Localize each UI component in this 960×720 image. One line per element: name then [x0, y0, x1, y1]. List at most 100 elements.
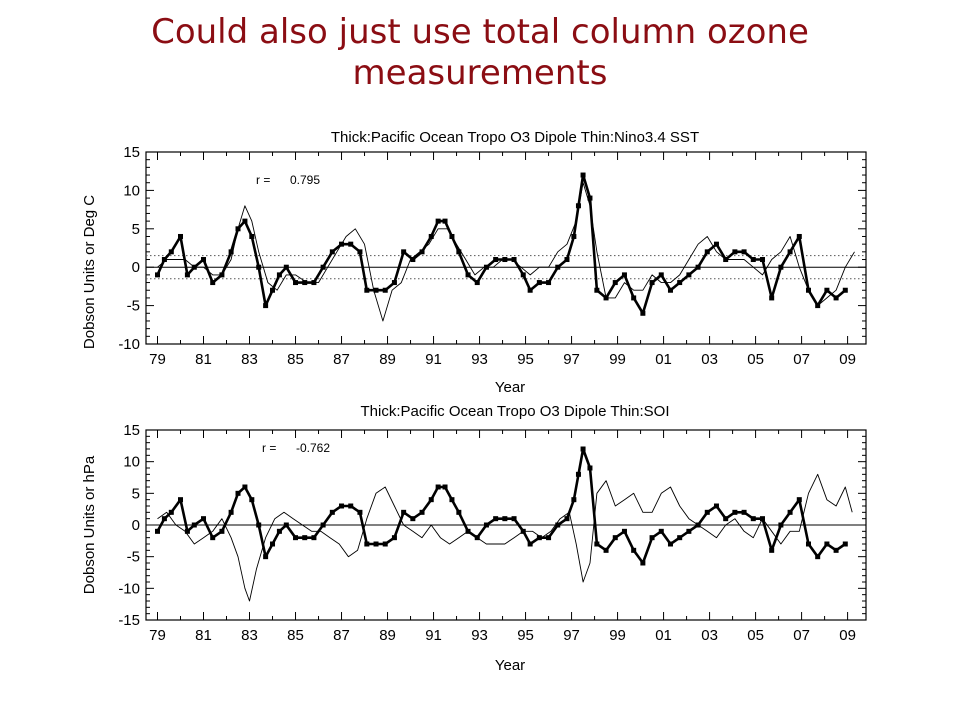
- slide-title: Could also just use total column ozone m…: [0, 12, 960, 94]
- data-point: [815, 554, 821, 560]
- data-point: [575, 203, 581, 209]
- data-point: [546, 535, 552, 541]
- y-tick-label: 15: [123, 144, 140, 161]
- y-tick-label: 5: [132, 221, 140, 238]
- data-point: [713, 503, 719, 509]
- data-point: [302, 280, 308, 286]
- data-point: [555, 522, 561, 528]
- data-point: [649, 280, 655, 286]
- x-tick-label: 09: [839, 627, 856, 644]
- data-point: [667, 287, 673, 293]
- data-point: [219, 272, 225, 278]
- x-tick-label: 97: [563, 627, 580, 644]
- chart-o3-vs-soi: Thick:Pacific Ocean Tropo O3 Dipole Thin…: [81, 403, 867, 674]
- data-point: [493, 516, 499, 522]
- data-point: [750, 257, 756, 263]
- data-point: [428, 233, 434, 239]
- data-point: [502, 516, 508, 522]
- plot-frame: [145, 151, 867, 345]
- x-tick-label: 07: [793, 351, 810, 368]
- series-line-o3-dipole: [156, 173, 847, 315]
- data-point: [235, 226, 241, 232]
- data-point: [235, 490, 241, 496]
- x-tick-label: 83: [241, 627, 258, 644]
- x-tick-label: 93: [471, 351, 488, 368]
- data-point: [465, 272, 471, 278]
- x-tick-label: 81: [195, 627, 212, 644]
- data-point: [759, 257, 765, 263]
- data-point: [293, 535, 299, 541]
- data-point: [228, 249, 234, 255]
- data-point: [640, 310, 646, 316]
- data-point: [242, 218, 248, 224]
- data-point: [210, 535, 216, 541]
- data-point: [178, 233, 184, 239]
- data-point: [219, 528, 225, 534]
- data-point: [184, 272, 190, 278]
- data-point: [428, 497, 434, 503]
- data-point: [796, 233, 802, 239]
- data-point: [686, 272, 692, 278]
- data-point: [161, 257, 167, 263]
- data-point: [741, 249, 747, 255]
- data-point: [283, 522, 289, 528]
- data-point: [686, 528, 692, 534]
- data-point: [348, 241, 354, 247]
- data-point: [483, 264, 489, 270]
- x-tick-label: 01: [655, 627, 672, 644]
- data-point: [320, 264, 326, 270]
- data-point: [778, 522, 784, 528]
- data-point: [449, 233, 455, 239]
- correlation-label: r =: [262, 441, 276, 455]
- data-point: [168, 509, 174, 515]
- x-axis-label: Year: [495, 657, 525, 674]
- x-tick-label: 83: [241, 351, 258, 368]
- data-point: [805, 541, 811, 547]
- data-point: [833, 295, 839, 301]
- data-point: [536, 535, 542, 541]
- data-point: [410, 257, 416, 263]
- data-point: [357, 249, 363, 255]
- data-point: [769, 547, 775, 553]
- data-point: [723, 516, 729, 522]
- x-tick-label: 97: [563, 351, 580, 368]
- x-tick-label: 01: [655, 351, 672, 368]
- chart-title: Thick:Pacific Ocean Tropo O3 Dipole Thin…: [331, 129, 699, 146]
- data-point: [348, 503, 354, 509]
- data-point: [329, 509, 335, 515]
- data-point: [256, 522, 262, 528]
- data-point: [603, 295, 609, 301]
- data-point: [587, 195, 593, 201]
- data-point: [329, 249, 335, 255]
- data-point: [527, 541, 533, 547]
- slide-title-line-1: Could also just use total column ozone: [151, 12, 809, 52]
- data-point: [502, 257, 508, 263]
- data-point: [580, 446, 586, 452]
- data-point: [339, 241, 345, 247]
- data-point: [249, 233, 255, 239]
- data-point: [435, 484, 441, 490]
- data-point: [419, 249, 425, 255]
- data-point: [796, 497, 802, 503]
- data-point: [449, 497, 455, 503]
- chart-o3-vs-nino34: Thick:Pacific Ocean Tropo O3 Dipole Thin…: [81, 129, 867, 396]
- data-point: [580, 172, 586, 178]
- data-point: [256, 264, 262, 270]
- data-point: [750, 516, 756, 522]
- x-tick-label: 89: [379, 627, 396, 644]
- data-point: [527, 287, 533, 293]
- correlation-label: r =: [256, 173, 270, 187]
- y-tick-label: 0: [132, 517, 140, 534]
- data-point: [155, 528, 161, 534]
- x-tick-label: 91: [425, 351, 442, 368]
- data-point: [787, 509, 793, 515]
- data-point: [263, 303, 269, 309]
- data-point: [555, 264, 561, 270]
- x-tick-label: 99: [609, 351, 626, 368]
- data-point: [419, 509, 425, 515]
- data-point: [442, 484, 448, 490]
- data-point: [276, 272, 282, 278]
- data-point: [603, 547, 609, 553]
- y-tick-label: 0: [132, 259, 140, 276]
